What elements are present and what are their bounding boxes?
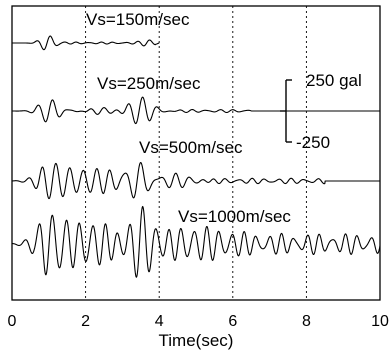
series-group	[11, 35, 381, 278]
scale-bar: 250 gal -250	[280, 71, 362, 152]
x-tick-label-2: 2	[81, 313, 90, 330]
scale-bar-top-label: 250 gal	[306, 71, 362, 90]
series-label-vs250: Vs=250m/sec	[97, 74, 201, 93]
series-labels: Vs=150m/sec Vs=250m/sec Vs=500m/sec Vs=1…	[86, 10, 291, 226]
x-tick-label-6: 6	[228, 313, 237, 330]
x-tick-label-0: 0	[8, 313, 17, 330]
series-label-vs1000: Vs=1000m/sec	[178, 207, 291, 226]
x-tick-label-8: 8	[302, 313, 311, 330]
waveform-series-1	[11, 35, 160, 51]
scale-bar-bottom-label: -250	[296, 133, 330, 152]
series-label-vs150: Vs=150m/sec	[86, 10, 190, 29]
x-axis-label: Time(sec)	[159, 331, 234, 350]
x-tick-label-10: 10	[371, 313, 389, 330]
plot-frame	[11, 5, 381, 301]
series-label-vs500: Vs=500m/sec	[139, 138, 243, 157]
waveform-series-2	[11, 96, 381, 125]
waveform-series-3	[11, 162, 381, 200]
waveform-series-4	[11, 205, 381, 278]
x-tick-labels: 0 2 4 6 8 10	[8, 313, 389, 330]
grid-lines	[85, 6, 307, 300]
x-tick-label-4: 4	[155, 313, 164, 330]
